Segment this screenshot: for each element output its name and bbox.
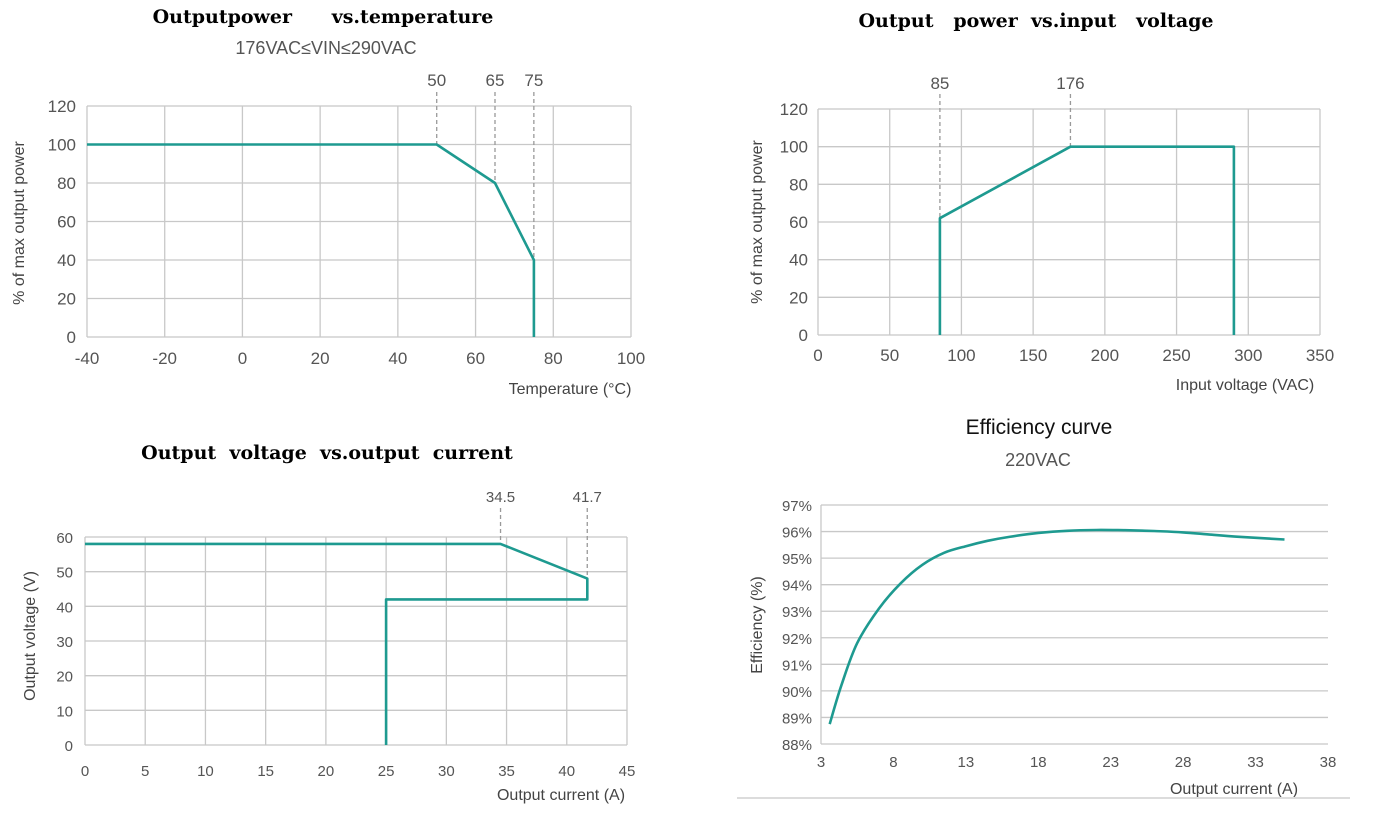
chart4-x-tick-label: 23: [1102, 754, 1119, 771]
chart1-series-line: [87, 143, 536, 337]
chart1-title: Outputpower vs.temperature: [153, 6, 494, 28]
chart2-x-tick-label: 100: [947, 346, 975, 365]
chart-efficiency-curve: Efficiency curve 220VAC Output current (…: [737, 416, 1350, 799]
chart1-x-tick-label: 40: [388, 349, 407, 368]
chart2-x-axis-label: Input voltage (VAC): [1176, 377, 1314, 394]
chart2-x-tick-label: 50: [880, 346, 899, 365]
chart-power-vs-temperature: Outputpower vs.temperature 176VAC≤VIN≤29…: [11, 6, 645, 398]
chart1-marker-label: 75: [524, 71, 543, 90]
chart3-y-axis-label: Output voltage (V): [22, 571, 39, 701]
chart1-y-axis-label: % of max output power: [11, 141, 28, 305]
chart1-y-tick-label: 80: [57, 174, 76, 193]
chart3-x-tick-label: 25: [378, 763, 395, 780]
chart3-x-tick-label: 30: [438, 763, 455, 780]
chart1-y-tick-label: 100: [48, 136, 76, 155]
chart3-y-tick-label: 60: [56, 530, 73, 547]
chart4-x-tick-label: 13: [958, 754, 975, 771]
chart-voltage-vs-current: Output voltage vs.output current Output …: [22, 442, 635, 804]
chart4-y-tick-label: 92%: [782, 631, 812, 648]
chart1-y-tick-label: 40: [57, 251, 76, 270]
chart2-y-tick-label: 80: [789, 175, 808, 194]
chart3-y-tick-label: 50: [56, 565, 73, 582]
chart3-x-tick-label: 10: [197, 763, 214, 780]
chart4-subtitle: 220VAC: [1005, 450, 1071, 470]
chart4-x-tick-label: 33: [1247, 754, 1264, 771]
chart2-y-axis-label: % of max output power: [749, 140, 766, 304]
chart4-x-tick-label: 8: [889, 754, 897, 771]
chart2-x-tick-label: 250: [1162, 346, 1190, 365]
chart4-y-tick-label: 95%: [782, 551, 812, 568]
chart3-x-tick-label: 15: [257, 763, 274, 780]
chart2-y-tick-label: 60: [789, 213, 808, 232]
chart3-y-tick-label: 30: [56, 634, 73, 651]
chart3-series-line: [85, 542, 589, 745]
chart4-x-axis-label: Output current (A): [1170, 781, 1298, 798]
chart3-y-tick-label: 40: [56, 599, 73, 616]
chart1-y-tick-label: 120: [48, 97, 76, 116]
chart3-x-tick-label: 45: [619, 763, 636, 780]
chart1-marker-label: 65: [486, 71, 505, 90]
chart4-y-tick-label: 93%: [782, 604, 812, 621]
chart2-x-tick-label: 300: [1234, 346, 1262, 365]
chart3-y-tick-label: 0: [65, 738, 73, 755]
chart4-y-tick-label: 88%: [782, 737, 812, 754]
chart1-subtitle: 176VAC≤VIN≤290VAC: [235, 38, 416, 58]
chart4-y-tick-label: 91%: [782, 657, 812, 674]
chart1-y-tick-label: 60: [57, 213, 76, 232]
chart4-y-tick-label: 90%: [782, 684, 812, 701]
chart4-x-tick-label: 38: [1320, 754, 1337, 771]
chart4-x-tick-label: 28: [1175, 754, 1192, 771]
chart4-y-tick-label: 96%: [782, 525, 812, 542]
chart1-x-tick-label: 100: [617, 349, 645, 368]
chart2-x-tick-label: 150: [1019, 346, 1047, 365]
chart1-x-tick-label: 0: [238, 349, 247, 368]
chart1-x-tick-label: -40: [75, 349, 100, 368]
chart1-x-tick-label: 20: [311, 349, 330, 368]
chart2-x-tick-label: 350: [1306, 346, 1334, 365]
chart1-x-tick-label: -20: [152, 349, 177, 368]
chart4-title: Efficiency curve: [966, 416, 1113, 439]
chart3-y-tick-label: 20: [56, 669, 73, 686]
chart4-y-tick-label: 94%: [782, 578, 812, 595]
chart3-y-tick-label: 10: [56, 703, 73, 720]
chart1-x-tick-label: 60: [466, 349, 485, 368]
chart3-x-tick-label: 5: [141, 763, 149, 780]
chart4-x-tick-label: 18: [1030, 754, 1047, 771]
chart1-marker-label: 50: [427, 71, 446, 90]
chart3-title: Output voltage vs.output current: [141, 442, 513, 464]
chart1-x-tick-label: 80: [544, 349, 563, 368]
chart2-y-tick-label: 20: [789, 288, 808, 307]
chart4-series-line: [828, 528, 1285, 725]
chart2-y-tick-label: 100: [780, 138, 808, 157]
chart4-y-axis-label: Efficiency (%): [749, 576, 766, 674]
chart3-x-tick-label: 20: [318, 763, 335, 780]
chart3-x-tick-label: 0: [81, 763, 89, 780]
chart-power-vs-input-voltage: Output power vs.input voltage Input volt…: [749, 10, 1334, 394]
chart4-y-tick-label: 89%: [782, 710, 812, 727]
chart2-y-tick-label: 120: [780, 100, 808, 119]
chart4-x-tick-label: 3: [817, 754, 825, 771]
chart2-x-tick-label: 0: [813, 346, 822, 365]
chart4-y-tick-label: 97%: [782, 498, 812, 515]
chart1-x-axis-label: Temperature (°C): [509, 381, 632, 398]
chart3-marker-label: 34.5: [486, 489, 515, 506]
chart2-x-tick-label: 200: [1091, 346, 1119, 365]
chart1-y-tick-label: 0: [67, 328, 76, 347]
chart3-x-axis-label: Output current (A): [497, 787, 625, 804]
chart2-title: Output power vs.input voltage: [859, 10, 1214, 32]
chart1-y-tick-label: 20: [57, 290, 76, 309]
chart2-marker-label: 85: [930, 74, 949, 93]
chart3-x-tick-label: 40: [558, 763, 575, 780]
chart2-y-tick-label: 40: [789, 251, 808, 270]
chart3-x-tick-label: 35: [498, 763, 515, 780]
chart2-y-tick-label: 0: [799, 326, 808, 345]
chart2-marker-label: 176: [1056, 74, 1084, 93]
chart3-marker-label: 41.7: [573, 489, 602, 506]
chart2-series-line: [938, 145, 1236, 335]
